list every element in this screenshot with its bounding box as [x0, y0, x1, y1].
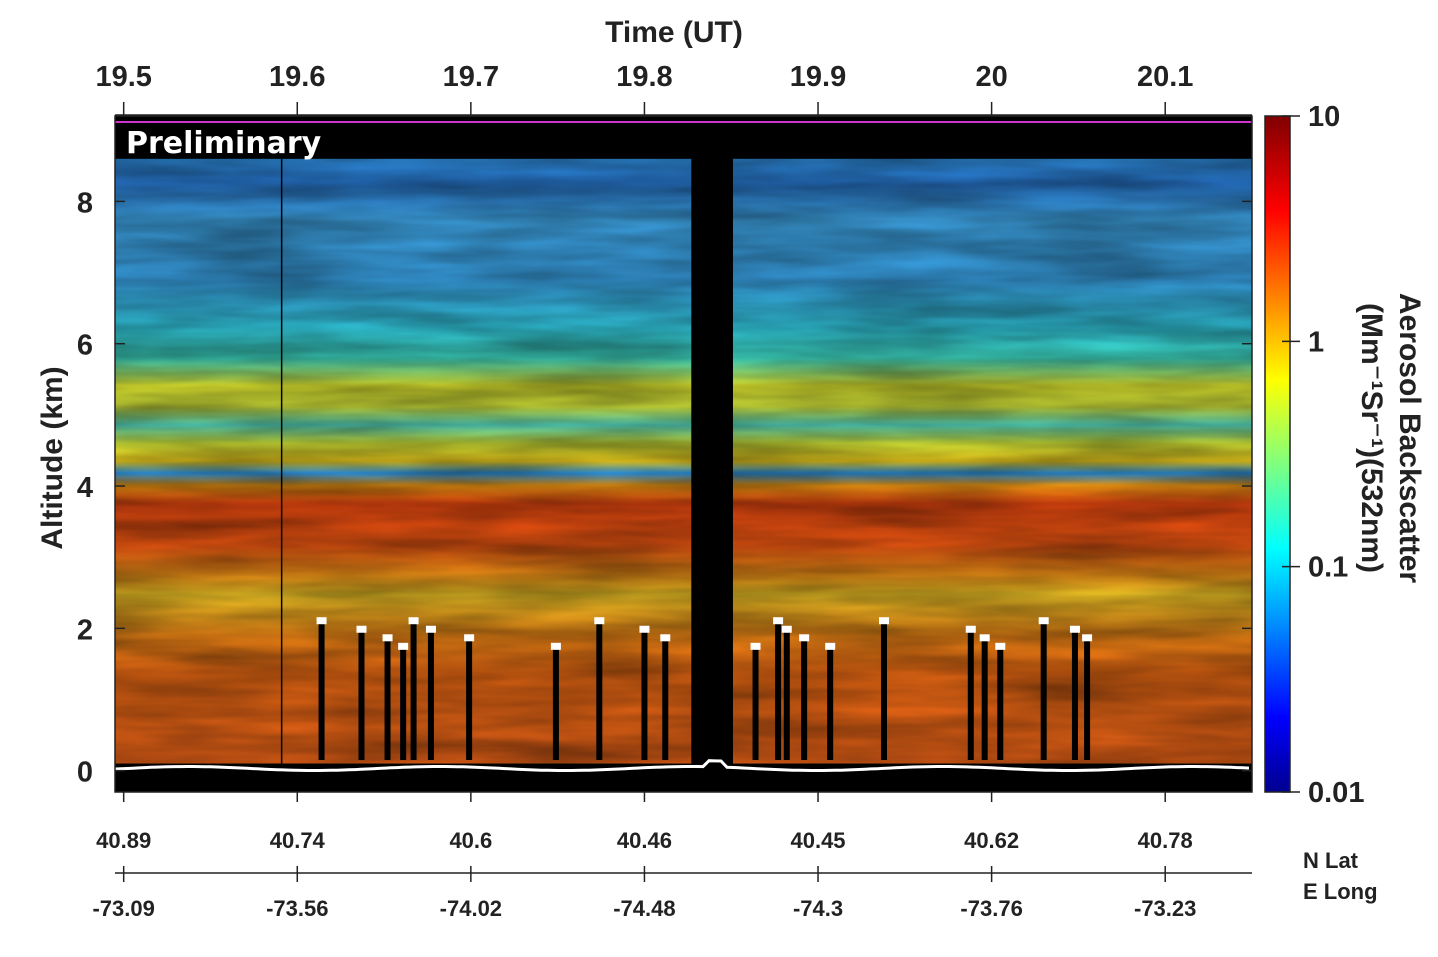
longitude-tick-label: -73.56: [266, 896, 328, 921]
cloud-top: [825, 642, 836, 650]
colorbar-tick-label: 0.1: [1308, 552, 1348, 584]
cloud-top: [878, 617, 889, 625]
cloud-top: [1069, 625, 1080, 633]
cloud-spike: [1040, 621, 1047, 760]
cloud-spike: [358, 629, 365, 760]
surface-line: [115, 759, 1250, 772]
cloud-spike: [783, 629, 790, 760]
cloud-spike: [1071, 629, 1078, 760]
cloud-top: [995, 642, 1006, 650]
altitude-tick-label: 2: [77, 614, 93, 646]
cloud-spike: [801, 638, 808, 760]
time-tick-label: 19.6: [269, 61, 325, 93]
altitude-tick-label: 8: [77, 187, 93, 219]
cloud-spike: [981, 638, 988, 760]
longitude-tick-label: -73.23: [1134, 896, 1196, 921]
cloud-top: [660, 634, 671, 642]
cloud-spike: [880, 621, 887, 760]
cloud-top: [382, 634, 393, 642]
plot-frame: [114, 115, 1253, 793]
cloud-spike: [427, 629, 434, 760]
latitude-tick-label: 40.6: [449, 828, 492, 853]
latitude-axis: 40.89 40.74 40.6 40.46 40.45 40.62 40.78: [96, 828, 1193, 853]
time-tick-label: 19.7: [443, 61, 499, 93]
cloud-top: [594, 617, 605, 625]
colorbar-units: (Mm⁻¹Sr⁻¹)(532nm): [1355, 303, 1388, 573]
latitude-tick-label: 40.62: [964, 828, 1019, 853]
altitude-axis-title: Altitude (km): [36, 366, 69, 549]
time-tick-label: 19.5: [95, 61, 151, 93]
no-data-top-band: [115, 116, 1252, 159]
longitude-tick-label: -74.02: [440, 896, 502, 921]
cloud-spike: [662, 638, 669, 760]
latitude-tick-label: 40.46: [617, 828, 672, 853]
cloud-top: [316, 617, 327, 625]
colorbar-tick-label: 10: [1308, 101, 1340, 133]
longitude-tick-label: -73.09: [92, 896, 154, 921]
cloud-top: [464, 634, 475, 642]
cloud-spike: [596, 621, 603, 760]
cloud-top: [408, 617, 419, 625]
time-axis-title: Time (UT): [605, 16, 743, 49]
altitude-tick-label: 0: [77, 757, 93, 789]
cloud-spike: [466, 638, 473, 760]
cloud-top: [1038, 617, 1049, 625]
cloud-top: [799, 634, 810, 642]
colorbar: [1264, 115, 1291, 793]
altitude-tick-label: 6: [77, 330, 93, 362]
cloud-top: [550, 642, 561, 650]
cloud-spike: [318, 621, 325, 760]
cloud-spike: [752, 646, 759, 760]
data-gap: [691, 116, 733, 792]
colorbar-tick-label: 1: [1308, 326, 1324, 358]
cloud-spike: [552, 646, 559, 760]
cloud-top: [781, 625, 792, 633]
time-tick-label: 20.1: [1137, 61, 1193, 93]
cloud-spikes: [316, 617, 1093, 760]
colorbar-ticks: 10 1 0.1 0.01: [1282, 101, 1364, 809]
backscatter-texture: [115, 158, 1252, 764]
cloud-top: [750, 642, 761, 650]
cloud-top: [965, 625, 976, 633]
altitude-axis: 0 2 4 6 8: [77, 187, 1252, 789]
cloud-top: [1082, 634, 1093, 642]
time-axis: 19.5 19.6 19.7 19.8 19.9 20 20.1: [95, 61, 1252, 802]
colorbar-tick-label: 0.01: [1308, 777, 1364, 809]
cloud-spike: [400, 646, 407, 760]
latitude-tick-label: 40.45: [790, 828, 845, 853]
cloud-spike: [827, 646, 834, 760]
cloud-spike: [384, 638, 391, 760]
cloud-top: [639, 625, 650, 633]
latitude-axis-title: N Lat: [1303, 848, 1359, 873]
time-tick-label: 19.8: [616, 61, 672, 93]
longitude-axis: -73.09 -73.56 -74.02 -74.48 -74.3 -73.76 -73.2…: [92, 866, 1252, 921]
latitude-tick-label: 40.74: [270, 828, 326, 853]
cloud-spike: [1084, 638, 1091, 760]
latitude-tick-label: 40.78: [1138, 828, 1193, 853]
plot-area: [115, 116, 1252, 792]
longitude-axis-title: E Long: [1303, 879, 1378, 904]
cloud-spike: [967, 629, 974, 760]
time-tick-label: 20: [975, 61, 1007, 93]
latitude-tick-label: 40.89: [96, 828, 151, 853]
preliminary-label: Preliminary: [126, 126, 322, 161]
cloud-spike: [775, 621, 782, 760]
longitude-tick-label: -74.3: [793, 896, 843, 921]
longitude-tick-label: -74.48: [613, 896, 675, 921]
cloud-spike: [410, 621, 417, 760]
time-tick-label: 19.9: [790, 61, 846, 93]
cloud-spike: [641, 629, 648, 760]
cloud-top: [773, 617, 784, 625]
longitude-tick-label: -73.76: [960, 896, 1022, 921]
cloud-top: [398, 642, 409, 650]
colorbar-title: Aerosol Backscatter: [1393, 293, 1426, 583]
cloud-spike: [997, 646, 1004, 760]
cloud-top: [979, 634, 990, 642]
cloud-top: [356, 625, 367, 633]
altitude-tick-label: 4: [77, 472, 93, 504]
cloud-top: [425, 625, 436, 633]
